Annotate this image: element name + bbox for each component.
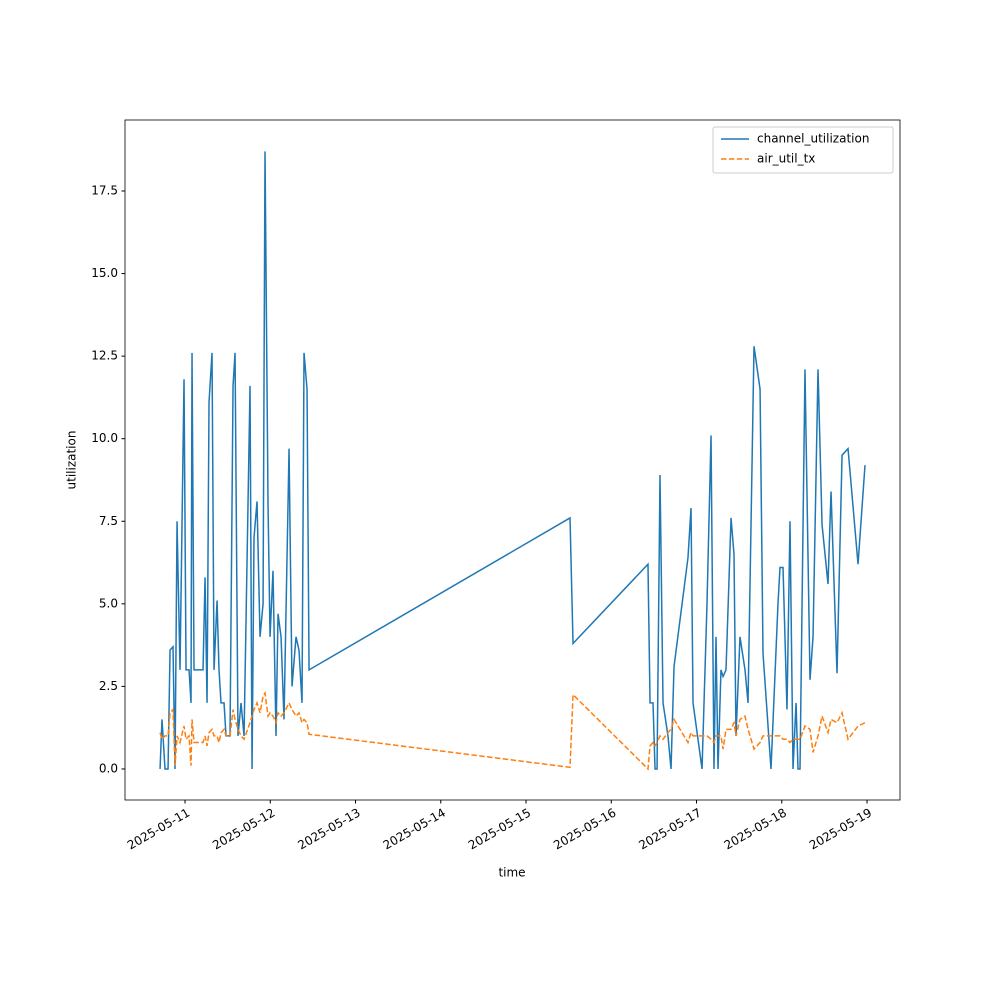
y-tick-label: 2.5	[99, 679, 118, 693]
legend-label: air_util_tx	[757, 152, 815, 166]
y-tick-label: 15.0	[91, 266, 118, 280]
x-tick-label: 2025-05-18	[722, 806, 789, 853]
x-tick-label: 2025-05-12	[210, 806, 277, 853]
plot-frame	[124, 119, 901, 801]
series-line	[159, 690, 866, 771]
x-tick-label: 2025-05-14	[381, 806, 448, 853]
x-tick-label: 2025-05-15	[466, 806, 533, 853]
y-tick-label: 5.0	[99, 596, 118, 610]
x-tick-label: 2025-05-19	[807, 806, 874, 853]
x-tick-label: 2025-05-13	[295, 806, 362, 853]
x-tick-label: 2025-05-16	[551, 806, 618, 853]
legend-box	[712, 126, 894, 174]
y-tick-label: 12.5	[91, 349, 118, 363]
y-tick-label: 7.5	[99, 514, 118, 528]
y-tick-label: 17.5	[91, 184, 118, 198]
series-line	[159, 151, 866, 770]
x-tick-label: 2025-05-17	[636, 806, 703, 853]
y-tick-label: 0.0	[99, 761, 118, 775]
x-tick-label: 2025-05-11	[125, 806, 192, 853]
y-axis-label: utilization	[65, 431, 79, 490]
legend-label: channel_utilization	[757, 132, 869, 146]
y-tick-label: 10.0	[91, 431, 118, 445]
x-axis-label: time	[498, 866, 525, 880]
